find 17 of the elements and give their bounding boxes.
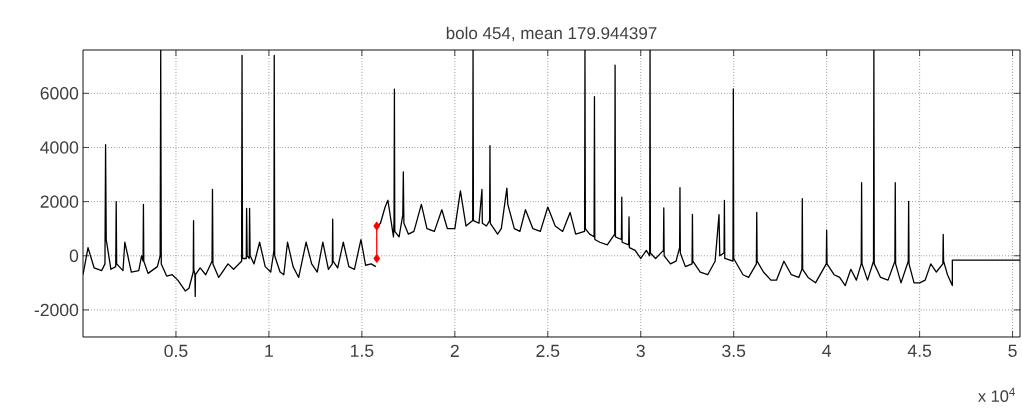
y-tick-label: 6000 <box>40 87 79 100</box>
x-tick-label: 1 <box>265 344 273 357</box>
x-tick-label: 4.5 <box>907 344 932 357</box>
x-tick-label: 3.5 <box>722 344 746 358</box>
x-tick-label: 4 <box>822 344 832 357</box>
x-tick-label: 0.5 <box>164 344 188 358</box>
text: x 10$^{4}$ <box>978 387 1015 402</box>
y-tick-label: 0 <box>69 249 79 262</box>
y-tick-label: -2000 <box>34 303 79 317</box>
chart-title: bolo 454, mean 179.944397 <box>446 26 657 42</box>
x-tick-label: 1.5 <box>351 344 374 357</box>
x-tick-label: 2.5 <box>536 344 560 358</box>
x-tick-label: 3 <box>636 344 645 358</box>
x-tick-label: 5 <box>1008 344 1017 357</box>
y-tick-label: 4000 <box>40 141 79 154</box>
x-tick-label: 2 <box>450 344 459 357</box>
y-tick-label: 2000 <box>40 195 79 208</box>
